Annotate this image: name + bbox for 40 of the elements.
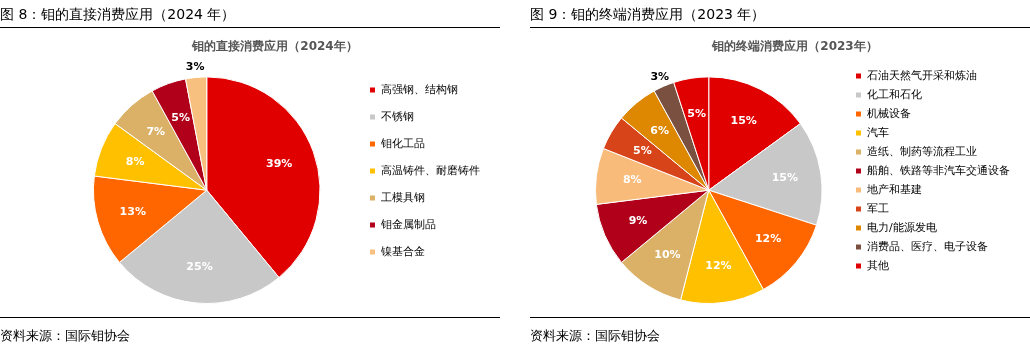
data-label: 3% <box>185 60 205 74</box>
chart-subtitle: 钼的终端消费应用（2023年） <box>711 39 878 54</box>
legend-label: 船舶、铁路等非汽车交通设备 <box>867 163 1010 177</box>
legend-label: 钼金属制品 <box>380 217 436 231</box>
text: 资料来源：国际钼协会 <box>530 317 1030 345</box>
data-label: 39% <box>266 156 293 170</box>
legend-label: 军工 <box>867 201 889 215</box>
legend-label: 电力/能源发电 <box>867 220 937 234</box>
data-label: 8% <box>125 154 145 168</box>
data-label: 13% <box>119 204 146 218</box>
legend-label: 其他 <box>867 258 889 272</box>
data-label: 10% <box>654 248 681 262</box>
data-label: 6% <box>650 123 669 137</box>
data-label: 5% <box>633 143 652 157</box>
legend-label: 地产和基建 <box>866 182 922 196</box>
legend-label: 汽车 <box>867 125 889 139</box>
data-label: 8% <box>622 173 642 187</box>
data-label: 7% <box>146 125 166 139</box>
legend-label: 镍基合金 <box>380 244 425 258</box>
legend-label: 消费品、医疗、电子设备 <box>867 239 988 253</box>
chart-title: 图 8：钼的直接消费应用（2024 年） <box>0 6 500 28</box>
legend-label: 钼化工品 <box>380 136 425 150</box>
legend-label: 高温铸件、耐磨铸件 <box>381 163 480 177</box>
legend-label: 机械设备 <box>867 106 911 120</box>
chart-subtitle: 钼的直接消费应用（2024年） <box>191 39 358 54</box>
data-label: 5% <box>687 106 707 120</box>
data-label: 3% <box>650 69 670 83</box>
legend-label: 石油天然气开采和炼油 <box>867 68 977 82</box>
legend-label: 不锈钢 <box>381 109 414 123</box>
legend-label: 工模具钢 <box>381 190 425 204</box>
chart-title: 图 9：钼的终端消费应用（2023 年） <box>530 6 1030 28</box>
data-label: 12% <box>754 232 782 246</box>
legend-label: 造纸、制药等流程工业 <box>867 144 977 158</box>
data-label: 12% <box>705 259 732 273</box>
text: 资料来源：国际钼协会 <box>0 317 500 345</box>
data-label: 5% <box>171 110 190 124</box>
data-label: 15% <box>730 114 757 128</box>
data-label: 9% <box>628 213 648 227</box>
legend-label: 高强钢、结构钢 <box>381 82 458 96</box>
legend-label: 化工和石化 <box>867 87 922 101</box>
